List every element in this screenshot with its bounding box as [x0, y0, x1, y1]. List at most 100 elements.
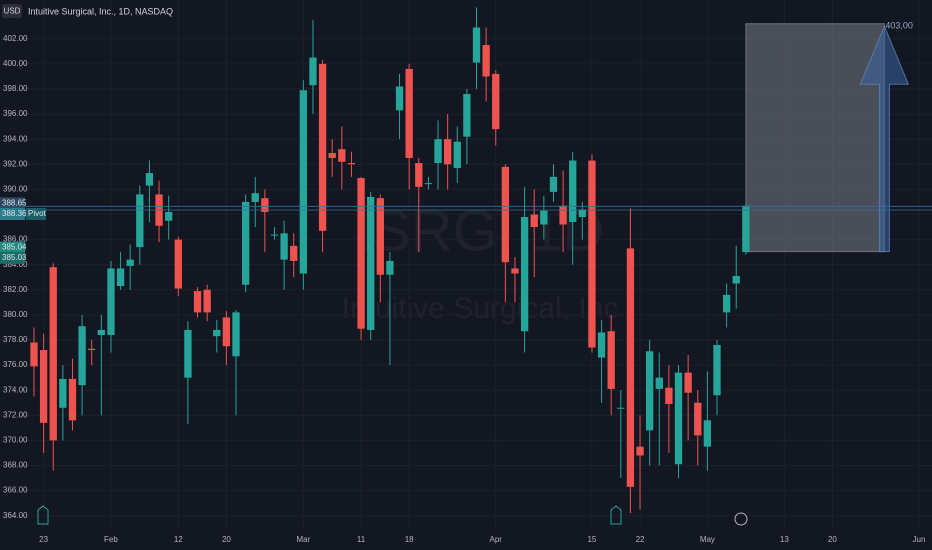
candle-body: [328, 152, 336, 159]
candle-body: [674, 372, 683, 465]
candle-body: [607, 331, 615, 389]
x-tick-label: 12: [174, 535, 183, 544]
y-tick-label: 402.00: [3, 34, 28, 43]
candle-body: [78, 326, 86, 386]
candle-body: [59, 378, 67, 408]
y-tick-label: 386.00: [3, 235, 28, 244]
candle-body: [646, 351, 654, 431]
candle-body: [636, 446, 644, 456]
candle-body: [251, 193, 259, 202]
y-tick-label: 368.00: [3, 461, 28, 470]
price-label: 385.04: [2, 243, 27, 252]
candle-body: [492, 73, 500, 130]
watermark-symbol: ISRG, 1D: [356, 198, 604, 263]
target-box: [745, 23, 885, 253]
candle-body: [395, 86, 404, 111]
candle-body: [97, 329, 105, 335]
candle-body: [617, 407, 625, 409]
candle-body: [540, 210, 548, 225]
price-label: 388.65: [2, 198, 27, 207]
price-label-box: [0, 207, 25, 220]
candle-body: [338, 149, 346, 162]
candle-body: [165, 211, 173, 221]
y-tick-label: 400.00: [3, 59, 28, 68]
candle-body: [184, 329, 192, 378]
candle-body: [742, 205, 750, 253]
x-tick-label: 23: [39, 535, 48, 544]
candle-body: [415, 163, 423, 187]
y-tick-label: 390.00: [3, 184, 28, 193]
y-tick-label: 366.00: [3, 486, 28, 495]
y-tick-label: 374.00: [3, 385, 28, 394]
candle-body: [578, 209, 586, 217]
price-label-box: [0, 241, 25, 254]
candle-body: [501, 166, 510, 263]
candle-body: [597, 332, 606, 358]
y-tick-label: 378.00: [3, 335, 28, 344]
candle-body: [136, 194, 144, 248]
candle-body: [549, 176, 558, 192]
candle-body: [232, 312, 240, 357]
candle-body: [270, 234, 279, 236]
x-tick-label: Apr: [490, 535, 503, 544]
dividend-icon: [734, 512, 748, 526]
candle-body: [530, 214, 538, 228]
chart-title: Intuitive Surgical, Inc., 1D, NASDAQ: [28, 6, 173, 16]
candle-body: [424, 183, 433, 185]
candle-body: [357, 178, 365, 329]
candle-body: [443, 139, 452, 165]
candle-body: [713, 345, 721, 396]
y-tick-label: 382.00: [3, 285, 28, 294]
y-tick-label: 376.00: [3, 360, 28, 369]
candle-body: [299, 90, 308, 274]
price-label-box: [0, 251, 25, 264]
x-tick-label: 20: [222, 535, 231, 544]
candle-body: [39, 350, 48, 423]
y-tick-label: 364.00: [3, 511, 28, 520]
candle-body: [126, 259, 134, 266]
x-tick-label: 18: [405, 535, 414, 544]
candle-body: [203, 289, 211, 313]
candle-body: [684, 372, 692, 393]
candle-body: [145, 173, 154, 186]
x-tick-label: 20: [828, 535, 837, 544]
y-tick-label: 370.00: [3, 436, 28, 445]
candle-body: [665, 387, 673, 404]
candle-body: [588, 160, 596, 348]
candle-body: [222, 317, 231, 347]
candle-body: [280, 233, 288, 260]
currency[interactable]: USD: [4, 7, 21, 16]
candle-body: [116, 268, 125, 287]
candle-body: [213, 329, 221, 337]
candle-body: [655, 377, 663, 389]
earnings-icon: [37, 505, 49, 525]
y-tick-label: 394.00: [3, 134, 28, 143]
candle-body: [722, 294, 731, 313]
candle-body: [482, 45, 490, 77]
candle-body: [626, 248, 635, 487]
candle-body: [732, 275, 740, 284]
x-tick-label: Feb: [104, 535, 118, 544]
candle-body: [559, 205, 567, 225]
candle-body: [261, 198, 269, 212]
candle-body: [520, 216, 529, 332]
x-tick-label: May: [700, 535, 715, 544]
candle-body: [405, 68, 413, 159]
target-arrow: [859, 24, 910, 253]
x-tick-label: 13: [780, 535, 789, 544]
candle-body: [318, 63, 327, 231]
axis: 364.00 366.00 368.00 370.00 372.00 374.00 376.…: [0, 34, 925, 544]
candle-body: [107, 268, 115, 335]
y-tick-label: 392.00: [3, 159, 28, 168]
event-icons: [37, 505, 748, 526]
candle-body: [703, 420, 712, 447]
currency-button[interactable]: [2, 4, 22, 18]
candle-body: [434, 139, 442, 164]
candle-body: [453, 141, 461, 169]
y-tick-label: 398.00: [3, 84, 28, 93]
price-label: 388.36: [2, 209, 27, 218]
x-tick-label: 22: [636, 535, 645, 544]
candle-body: [569, 160, 577, 223]
candle-body: [68, 378, 77, 421]
